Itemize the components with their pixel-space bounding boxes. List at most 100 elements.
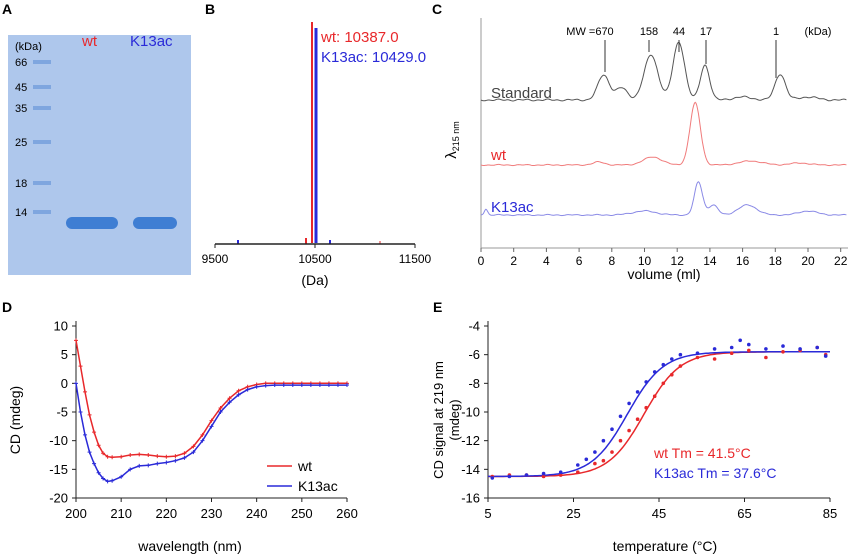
panel-b-letter: B	[205, 1, 215, 17]
data-point-k13ac	[627, 401, 631, 406]
marker-band	[33, 60, 51, 64]
data-point-wt	[83, 389, 88, 394]
melting-curve-chart: -16 -14 -12 -10 -8 -6 -4 5 25 45 65 85 CD signal at…	[431, 319, 837, 555]
x-tick-label: 250	[291, 506, 313, 521]
data-point-k13ac	[227, 400, 232, 405]
data-point-wt	[227, 396, 232, 401]
data-point-k13ac	[101, 476, 106, 481]
marker-band	[33, 106, 51, 110]
data-point-k13ac	[254, 384, 259, 389]
data-point-k13ac	[507, 474, 512, 479]
data-point-wt	[618, 438, 623, 443]
marker-band	[33, 210, 51, 214]
x-tick-label: 2	[510, 254, 517, 268]
data-point-k13ac	[281, 383, 286, 388]
y-tick-label: -15	[49, 462, 68, 477]
data-point-wt	[236, 388, 241, 393]
mw-label: 158	[640, 26, 658, 38]
data-point-k13ac	[670, 357, 674, 361]
data-point-k13ac	[558, 470, 563, 475]
data-point-wt	[781, 350, 785, 354]
data-point-k13ac	[764, 347, 768, 351]
data-point-k13ac	[290, 383, 295, 388]
data-point-wt	[191, 444, 196, 449]
data-point-k13ac	[747, 342, 751, 347]
marker-label: 35	[15, 103, 27, 115]
panel-e-letter: E	[433, 299, 442, 315]
data-point-k13ac	[610, 427, 614, 432]
data-point-k13ac	[209, 424, 214, 429]
data-point-wt	[110, 455, 115, 460]
data-point-k13ac	[490, 476, 495, 480]
trace-standard	[480, 41, 847, 102]
x-tick-label: 11500	[399, 252, 432, 266]
x-tick-label: 210	[110, 506, 132, 521]
data-point-wt	[200, 432, 205, 437]
data-point-wt	[593, 461, 597, 466]
lane-label-k13ac: K13ac	[130, 33, 173, 50]
x-tick-label: 5	[484, 506, 491, 521]
y-tick-label: -20	[49, 491, 68, 506]
x-tick-label: 45	[652, 506, 666, 521]
data-point-wt	[137, 452, 142, 457]
x-tick-label: 260	[336, 506, 358, 521]
mw-label: MW =670	[566, 26, 613, 38]
data-point-k13ac	[541, 471, 546, 476]
data-point-wt	[678, 364, 683, 368]
data-point-k13ac	[119, 474, 124, 479]
data-point-k13ac	[823, 354, 828, 358]
data-point-k13ac	[345, 383, 349, 388]
axes-e: -16 -14 -12 -10 -8 -6 -4 5 25 45 65 85	[461, 319, 837, 522]
y-tick-label: -10	[461, 405, 480, 420]
data-point-k13ac	[729, 345, 734, 350]
y-axis-label: CD signal at 219 nm	[431, 361, 446, 479]
data-point-k13ac	[576, 463, 580, 467]
data-point-k13ac	[236, 392, 241, 397]
y-tick-label: 5	[61, 347, 68, 362]
x-tick-label: 14	[703, 254, 717, 268]
trace-label-standard: Standard	[491, 85, 552, 102]
data-point-wt	[128, 453, 133, 457]
lane-label-wt: wt	[81, 33, 98, 50]
data-point-k13ac	[695, 351, 700, 356]
data-point-k13ac	[781, 344, 785, 348]
data-point-wt	[209, 418, 214, 423]
cd-spectrum-chart: -20 -15 -10 -5 0 5 10 200 210 220 230 240 250 260 CD …	[7, 319, 358, 555]
data-point-k13ac	[128, 467, 133, 472]
data-point-wt	[661, 381, 666, 386]
gel-unit-label: (kDa)	[15, 41, 42, 53]
data-point-wt	[610, 450, 614, 454]
x-tick-label: 9500	[202, 252, 229, 266]
x-tick-label: 220	[155, 506, 177, 521]
x-tick-label: 6	[576, 254, 583, 268]
x-tick-label: 0	[478, 254, 485, 268]
data-point-k13ac	[87, 450, 92, 455]
data-point-k13ac	[524, 473, 529, 477]
x-tick-label: 18	[769, 254, 783, 268]
label-wt-mass: wt: 10387.0	[320, 29, 399, 46]
data-point-k13ac	[155, 461, 160, 466]
trace-label-wt: wt	[490, 147, 507, 164]
data-point-k13ac	[78, 410, 83, 414]
label-k13ac-mass: K13ac: 10429.0	[321, 49, 426, 66]
data-point-wt	[627, 428, 631, 433]
data-point-wt	[695, 355, 700, 360]
marker-label: 14	[15, 207, 27, 219]
trace-wt	[480, 101, 847, 167]
y-tick-label: -5	[56, 405, 68, 420]
mw-label: 44	[673, 26, 685, 38]
data-point-wt	[670, 372, 674, 377]
data-point-k13ac	[644, 380, 648, 384]
x-axis-label: temperature (°C)	[613, 538, 717, 554]
data-point-wt	[96, 443, 101, 448]
legend-label-wt: wt	[297, 458, 312, 474]
x-axis-label: wavelength (nm)	[137, 538, 242, 554]
y-tick-label: -10	[49, 433, 68, 448]
data-point-wt	[652, 394, 657, 399]
data-point-k13ac	[263, 383, 268, 388]
data-point-k13ac	[92, 461, 97, 466]
x-tick-label: 12	[671, 254, 685, 268]
series-markers	[490, 338, 828, 480]
sec-chromatogram: 0 2 4 6 8 10 12 14 16 18 20 22 volume (ml) λ215 nm …	[443, 18, 848, 282]
